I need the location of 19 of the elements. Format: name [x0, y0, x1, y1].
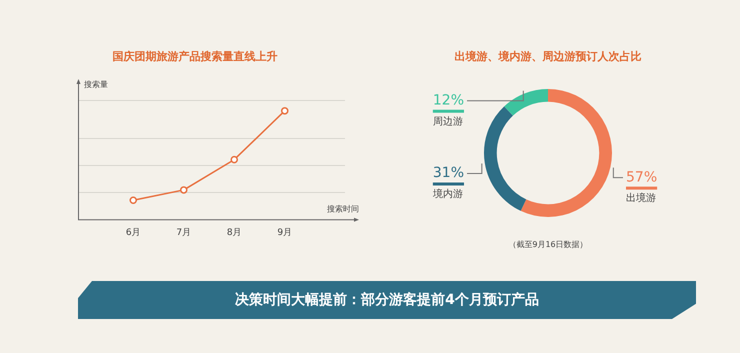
x-tick-label: 9月	[277, 228, 292, 238]
x-tick-label: 7月	[176, 228, 192, 238]
x-axis-title: 搜索时间	[327, 204, 359, 214]
point	[230, 156, 238, 164]
data-label: 12%	[432, 92, 464, 108]
legend-label: 境内游	[432, 188, 463, 200]
legend-label: 周边游	[432, 115, 463, 128]
point	[130, 196, 137, 204]
point	[180, 186, 188, 194]
text: （截至9月16日数据）	[508, 240, 588, 250]
point	[281, 107, 288, 115]
data-label: 57%	[626, 169, 658, 186]
x-tick-label: 6月	[126, 228, 141, 238]
data-label: 31%	[432, 165, 464, 182]
x-tick-label: 8月	[226, 228, 242, 238]
y-axis-title: 搜索量	[84, 80, 108, 90]
chart-title: 出境游、境内游、周边游预订人次占比	[454, 50, 642, 63]
legend-label: 出境游	[626, 192, 656, 204]
chart-title: 国庆团期旅游产品搜索量直线上升	[112, 50, 278, 63]
